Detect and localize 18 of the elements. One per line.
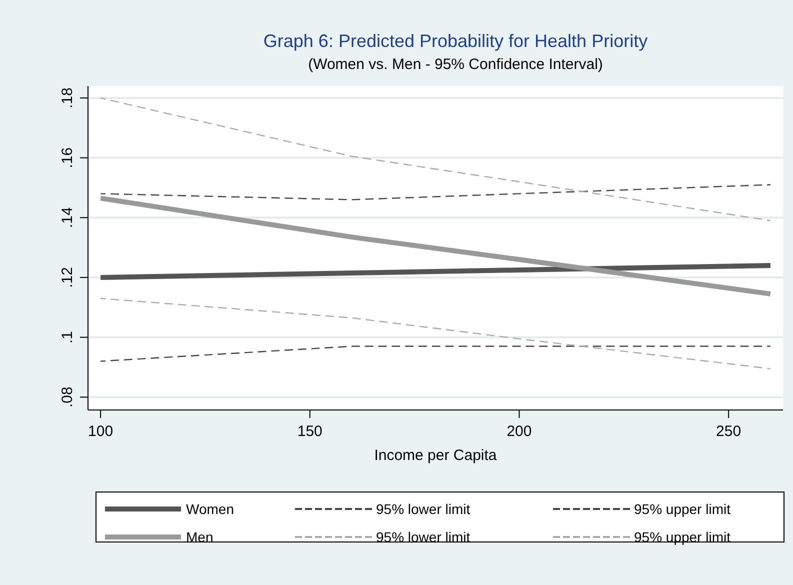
x-axis-title: Income per Capita	[374, 447, 498, 464]
line-series	[100, 298, 772, 370]
chart-title: Graph 6: Predicted Probability for Health Priority	[263, 31, 648, 51]
x-tick-label: 200	[506, 423, 532, 440]
y-tick-label: .14	[59, 207, 76, 228]
legend-label: Women	[186, 501, 234, 517]
legend-label: 95% upper limit	[634, 501, 731, 517]
y-tick-label: .18	[59, 88, 76, 108]
x-tick-label: 250	[716, 423, 742, 440]
y-tick-label: .16	[59, 147, 76, 168]
y-tick-label: .12	[59, 267, 76, 288]
chart-subtitle: (Women vs. Men - 95% Confidence Interval)	[308, 56, 603, 73]
y-tick-label: .1	[59, 331, 76, 344]
x-tick-label: 150	[297, 423, 322, 440]
legend-label: 95% lower limit	[376, 501, 470, 517]
y-tick-label: .08	[59, 386, 76, 408]
x-tick-label: 100	[88, 423, 114, 440]
line-series	[100, 97, 772, 222]
